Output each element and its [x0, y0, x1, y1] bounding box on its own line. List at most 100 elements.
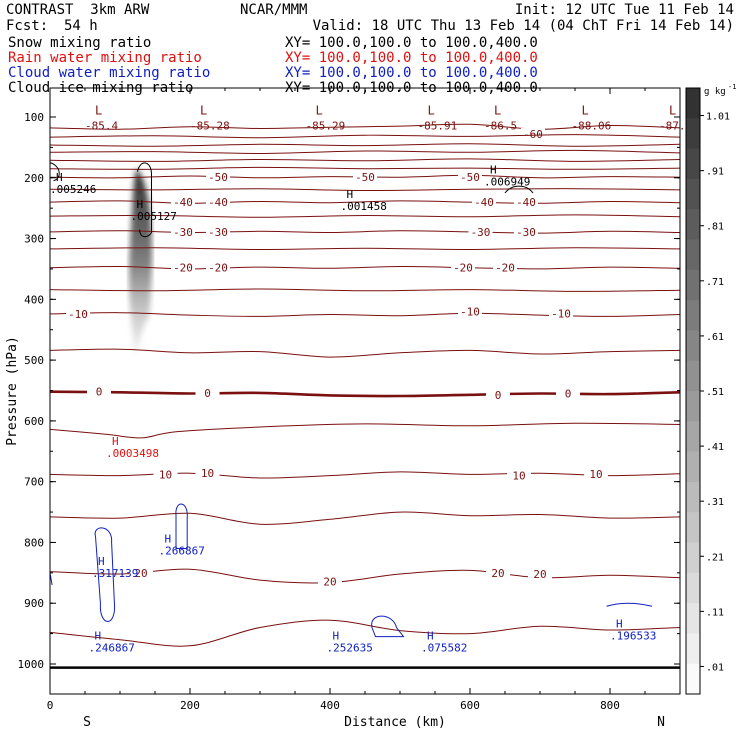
y-tick-label: 700	[24, 476, 44, 489]
colorbar-band	[686, 572, 700, 604]
high-marker: H	[137, 198, 144, 211]
low-marker: L	[669, 104, 676, 118]
colorbar-label: .21	[706, 552, 724, 563]
temperature-contour-14	[50, 312, 680, 317]
forecast-hours: 54 h	[64, 18, 98, 34]
y-tick-label: 600	[24, 415, 44, 428]
colorbar-band	[686, 148, 700, 180]
init-time: Init: 12 UTC Tue 11 Feb 14	[514, 2, 734, 18]
contour-label-bg	[195, 386, 220, 399]
colorbar-band	[686, 603, 700, 634]
contour-label: 20	[533, 568, 546, 581]
temperature-contour-2	[50, 143, 680, 147]
x-tick-label: 800	[600, 699, 620, 712]
contour-label: 10	[159, 468, 172, 481]
colorbar-label: .61	[706, 332, 724, 343]
contour-label-bg	[153, 468, 178, 481]
colorbar-band	[686, 88, 700, 119]
colorbar-units-exponent: -1	[728, 83, 736, 91]
contour-label: 20	[323, 575, 336, 588]
temperature-contour-19	[50, 511, 680, 525]
x-tick-label: 600	[460, 699, 480, 712]
contour-label: -40	[474, 196, 494, 209]
y-tick-label: 100	[24, 111, 44, 124]
colorbar-band	[686, 633, 700, 665]
high-marker: H	[165, 532, 172, 545]
contour-label: 0	[204, 387, 211, 400]
high-value-label: .005127	[131, 210, 177, 223]
valid-time: Valid: 18 UTC Thu 13 Feb 14 (04 ChT Fri …	[312, 18, 734, 34]
high-value-label: .006949	[484, 176, 530, 189]
low-marker: L	[428, 104, 435, 118]
contour-label-bg	[66, 307, 90, 320]
low-value-label: -86.5	[484, 120, 517, 133]
mixing-ratio-outline-4	[137, 162, 152, 238]
colorbar-label: .41	[706, 442, 724, 453]
mixing-ratio-outline-0	[94, 527, 115, 622]
high-value-label: .001458	[341, 200, 387, 213]
y-tick-label: 200	[24, 172, 44, 185]
contour-label: 10	[589, 468, 602, 481]
high-marker: H	[56, 171, 63, 184]
field-xy-snow: XY= 100.0,100.0 to 100.0,400.0	[285, 35, 538, 51]
colorbar-band	[686, 663, 700, 695]
contour-label: -10	[68, 308, 88, 321]
contour-label-bg	[486, 566, 510, 579]
y-tick-label: 500	[24, 354, 44, 367]
contour-label: 0	[565, 388, 572, 401]
colorbar-band	[686, 300, 700, 331]
low-value-label: -85.4	[85, 120, 118, 133]
contour-label: -50	[355, 171, 375, 184]
contour-label-bg	[171, 261, 195, 274]
y-tick-label: 400	[24, 293, 44, 306]
contour-label-bg	[584, 467, 608, 480]
high-value-label: .196533	[610, 630, 656, 643]
y-tick-label: 800	[24, 536, 44, 549]
contour-label: 20	[491, 567, 504, 580]
x-tick-label: 200	[180, 699, 200, 712]
mixing-ratio-outline-6	[504, 185, 534, 194]
contour-label: -20	[208, 262, 228, 275]
contour-label: -50	[208, 171, 228, 184]
colorbar-band	[686, 269, 700, 301]
temperature-contour-9	[50, 214, 680, 218]
contour-label-bg	[493, 261, 517, 274]
high-value-label: .317139	[92, 567, 138, 580]
contour-label-bg	[171, 225, 195, 238]
colorbar-band	[686, 178, 700, 210]
colorbar-label: .11	[706, 607, 724, 618]
low-marker: L	[200, 104, 207, 118]
colorbar-units: g kg	[704, 87, 726, 97]
contour-label: -30	[516, 226, 536, 239]
contour-label-bg	[353, 171, 377, 184]
contour-label-bg	[468, 225, 493, 238]
high-marker: H	[98, 555, 105, 568]
colorbar-label: .01	[706, 662, 724, 673]
contour-label: -40	[516, 196, 536, 209]
y-axis-title: Pressure (hPa)	[5, 336, 20, 446]
colorbar-label: .31	[706, 497, 724, 508]
high-value-label: .266867	[159, 544, 205, 557]
temperature-contour-20	[50, 568, 680, 584]
contour-label-bg	[171, 196, 195, 209]
temperature-contour-3	[50, 149, 680, 155]
colorbar-label: .81	[706, 222, 724, 233]
field-name-rain: Rain water mixing ratio	[8, 50, 202, 66]
contour-label-bg	[206, 225, 230, 238]
temperature-contour-17	[50, 422, 680, 439]
contour-label-bg	[129, 566, 153, 579]
mixing-ratio-outline-5	[49, 162, 60, 182]
field-xy-rain: XY= 100.0,100.0 to 100.0,400.0	[285, 50, 538, 66]
field-name-snow: Snow mixing ratio	[8, 35, 152, 51]
contour-label: 10	[201, 467, 214, 480]
contour-label: -40	[173, 196, 193, 209]
contour-label-bg	[451, 261, 475, 274]
temperature-contour-16	[50, 390, 680, 398]
model-title: CONTRAST 3km ARW	[6, 2, 150, 18]
temperature-contour-10	[50, 230, 680, 234]
low-value-label: -85.29	[306, 120, 346, 133]
field-xy-cloud-water: XY= 100.0,100.0 to 100.0,400.0	[285, 65, 538, 81]
mixing-ratio-outline-1	[175, 503, 188, 550]
y-tick-label: 300	[24, 233, 44, 246]
high-marker: H	[490, 164, 497, 177]
